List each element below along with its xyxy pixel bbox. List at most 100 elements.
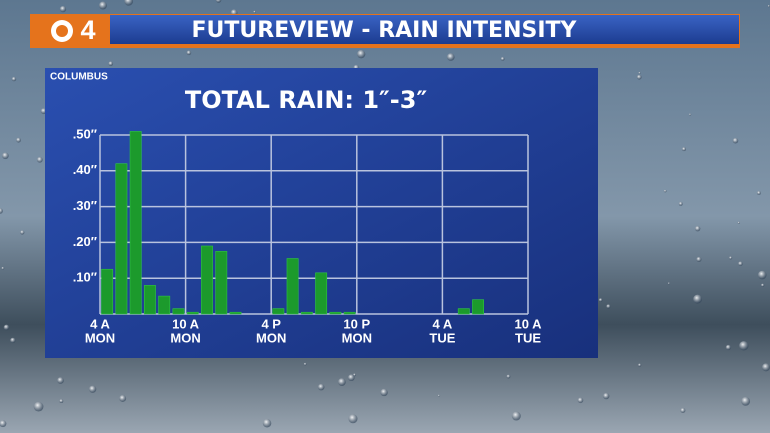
bar bbox=[215, 251, 228, 315]
rain-drop bbox=[606, 304, 611, 309]
x-tick-label: 4 A bbox=[433, 316, 453, 331]
rain-drop bbox=[638, 71, 641, 75]
logo-text: 4 bbox=[80, 15, 95, 45]
rain-drop bbox=[737, 221, 740, 224]
rain-drop bbox=[437, 394, 441, 397]
rain-drop bbox=[88, 385, 97, 393]
rain-drop bbox=[337, 378, 346, 386]
x-tick-day: MON bbox=[256, 330, 286, 345]
x-tick-label: 10 P bbox=[343, 316, 370, 331]
rain-drop bbox=[506, 374, 511, 379]
y-tick-label: .20″ bbox=[73, 234, 97, 249]
bar bbox=[115, 163, 128, 315]
rain-drop bbox=[10, 337, 16, 344]
rain-drop bbox=[663, 189, 667, 193]
rain-drop bbox=[446, 53, 455, 61]
rain-drop bbox=[16, 137, 21, 143]
rain-drop bbox=[59, 5, 67, 13]
bar bbox=[300, 311, 313, 315]
rain-drop bbox=[603, 392, 610, 400]
rain-drop bbox=[0, 420, 7, 428]
rain-drop bbox=[680, 407, 686, 414]
rain-drop bbox=[741, 396, 751, 406]
rain-drop bbox=[253, 10, 256, 14]
x-tick-day: MON bbox=[85, 330, 115, 345]
y-tick-label: .30″ bbox=[73, 198, 97, 213]
bar bbox=[229, 311, 242, 315]
x-tick-label: 4 A bbox=[90, 316, 110, 331]
bar bbox=[472, 299, 484, 315]
rain-drop bbox=[1, 266, 5, 270]
chart-title: TOTAL RAIN: 1″-3″ bbox=[185, 86, 428, 114]
x-tick-day: MON bbox=[342, 330, 372, 345]
rain-drop bbox=[303, 362, 307, 366]
rain-drop bbox=[262, 418, 272, 428]
rain-drop bbox=[317, 383, 325, 391]
rain-drop bbox=[761, 283, 765, 287]
y-tick-label: .40″ bbox=[73, 162, 97, 177]
bar bbox=[329, 311, 342, 315]
bar bbox=[272, 308, 285, 315]
rain-drop bbox=[347, 374, 355, 382]
rain-drop bbox=[33, 401, 44, 412]
rain-drop bbox=[696, 256, 702, 263]
rain-drop bbox=[732, 137, 739, 144]
bar bbox=[101, 268, 114, 315]
rain-drop bbox=[119, 394, 127, 402]
rain-drop bbox=[124, 0, 134, 6]
bar bbox=[186, 311, 199, 315]
rain-drop bbox=[11, 76, 17, 82]
y-tick-label: .50″ bbox=[73, 126, 97, 141]
rain-drop bbox=[57, 377, 64, 384]
x-tick-label: 10 A bbox=[172, 316, 200, 331]
rain-drop bbox=[2, 152, 9, 160]
rain-drop bbox=[59, 399, 64, 404]
y-tick-label: .10″ bbox=[73, 270, 97, 285]
bar bbox=[144, 285, 156, 315]
banner-title: FUTUREVIEW - RAIN INTENSITY bbox=[192, 18, 578, 43]
rain-drop bbox=[598, 298, 603, 302]
bar bbox=[201, 245, 213, 315]
rain-drop bbox=[682, 147, 686, 152]
rain-drop bbox=[357, 49, 366, 59]
rain-drop bbox=[215, 0, 222, 3]
rain-drop bbox=[725, 344, 732, 351]
logo-pupil bbox=[56, 25, 68, 37]
rain-drop bbox=[36, 156, 43, 163]
rain-drop bbox=[0, 208, 3, 214]
chart-subtitle: COLUMBUS bbox=[50, 72, 108, 83]
rain-drop bbox=[636, 74, 642, 80]
rain-drop bbox=[20, 230, 25, 235]
rain-drop bbox=[186, 50, 192, 56]
rain-drop bbox=[767, 5, 770, 8]
rain-drop bbox=[694, 225, 701, 232]
banner bbox=[110, 15, 739, 44]
x-tick-day: TUE bbox=[515, 330, 541, 345]
rain-drop bbox=[761, 363, 770, 372]
rain-drop bbox=[98, 1, 107, 10]
rain-drop bbox=[693, 294, 703, 304]
rain-drop bbox=[689, 113, 692, 116]
rain-drop bbox=[738, 261, 743, 267]
rain-drop bbox=[757, 270, 767, 280]
x-tick-label: 4 P bbox=[261, 316, 281, 331]
x-tick-day: TUE bbox=[429, 330, 455, 345]
rain-drop bbox=[638, 363, 642, 367]
rain-drop bbox=[500, 56, 505, 61]
bar bbox=[343, 311, 356, 315]
rain-drop bbox=[739, 341, 749, 351]
rain-drop bbox=[348, 414, 358, 424]
x-tick-label: 10 A bbox=[515, 316, 543, 331]
rain-drop bbox=[577, 397, 584, 404]
bar bbox=[172, 308, 185, 315]
rain-drop bbox=[678, 201, 683, 206]
bar bbox=[315, 272, 328, 315]
rain-drop bbox=[353, 373, 356, 377]
rain-drop bbox=[729, 256, 733, 260]
rain-drop bbox=[3, 324, 10, 331]
rain-drop bbox=[380, 388, 388, 397]
bar bbox=[286, 258, 299, 315]
rain-drop bbox=[511, 411, 521, 421]
